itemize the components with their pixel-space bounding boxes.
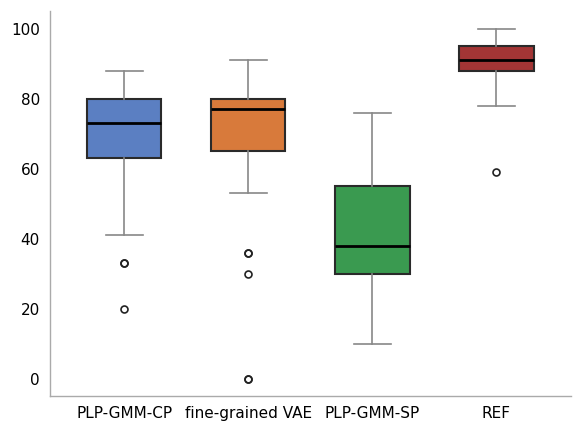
PathPatch shape: [459, 46, 534, 70]
PathPatch shape: [87, 98, 161, 158]
PathPatch shape: [211, 98, 286, 151]
PathPatch shape: [335, 186, 410, 273]
